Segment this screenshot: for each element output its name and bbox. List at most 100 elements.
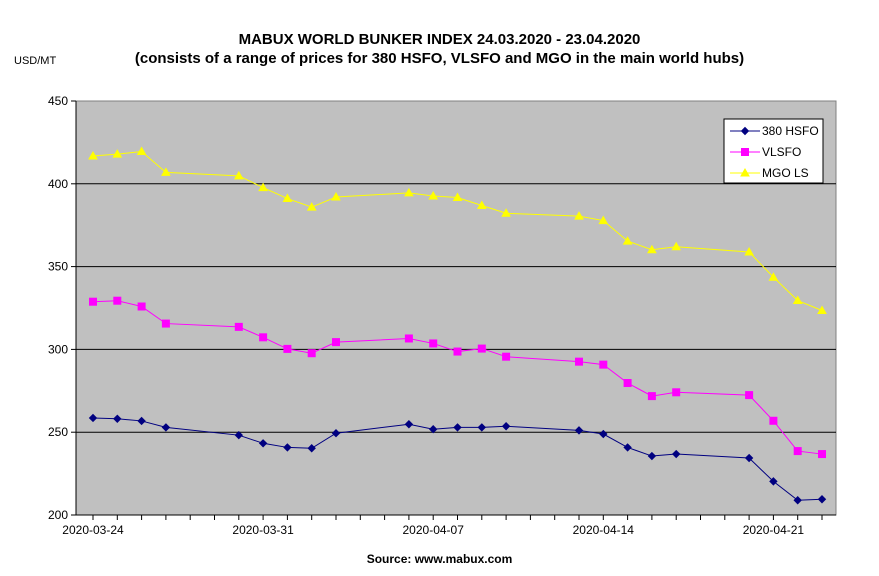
data-point-vlsfo: [793, 447, 802, 456]
legend-label-mgo-ls: MGO LS: [762, 166, 809, 180]
y-tick-label: 400: [48, 177, 68, 191]
data-point-380-hsfo: [234, 430, 244, 440]
x-tick-label: 2020-04-07: [403, 523, 465, 537]
data-point-380-hsfo: [744, 453, 754, 463]
data-point-mgo-ls: [817, 305, 827, 314]
data-point-380-hsfo: [283, 443, 292, 452]
x-tick-label: 2020-04-14: [573, 523, 635, 537]
data-point-380-hsfo: [769, 477, 778, 486]
data-point-380-hsfo: [404, 420, 414, 429]
data-point-vlsfo: [599, 360, 608, 369]
x-tick-label: 2020-03-24: [62, 523, 124, 537]
data-point-vlsfo: [283, 344, 292, 353]
data-point-mgo-ls: [792, 295, 803, 305]
data-point-vlsfo: [234, 322, 243, 331]
data-point-mgo-ls: [598, 215, 609, 225]
data-point-vlsfo: [453, 347, 462, 356]
data-point-vlsfo: [332, 338, 340, 347]
data-point-mgo-ls: [647, 244, 657, 254]
data-point-380-hsfo: [113, 414, 122, 423]
data-point-mgo-ls: [622, 236, 633, 245]
data-point-vlsfo: [429, 339, 438, 348]
data-point-mgo-ls: [306, 202, 317, 211]
data-point-vlsfo: [89, 297, 97, 306]
data-point-mgo-ls: [671, 241, 682, 251]
data-point-380-hsfo: [817, 495, 827, 504]
data-point-380-hsfo: [671, 449, 681, 459]
y-tick-label: 300: [48, 342, 68, 356]
data-point-mgo-ls: [136, 146, 147, 156]
data-point-mgo-ls: [476, 200, 487, 209]
data-point-380-hsfo: [647, 451, 657, 461]
data-point-vlsfo: [818, 450, 826, 459]
data-point-mgo-ls: [574, 211, 584, 220]
chart-title-main: MABUX WORLD BUNKER INDEX 24.03.2020 - 23…: [238, 31, 641, 48]
data-point-380-hsfo: [331, 428, 341, 438]
data-point-vlsfo: [745, 391, 754, 400]
data-point-mgo-ls: [428, 191, 439, 200]
legend-label-380-hsfo: 380 HSFO: [762, 124, 819, 138]
data-point-vlsfo: [259, 333, 268, 342]
data-point-380-hsfo: [623, 443, 632, 452]
data-point-mgo-ls: [112, 149, 123, 158]
data-point-380-hsfo: [477, 423, 487, 432]
series-group: [88, 146, 827, 505]
series-380-hsfo: [88, 413, 827, 505]
data-point-vlsfo: [769, 416, 778, 425]
data-point-380-hsfo: [574, 426, 584, 435]
data-point-vlsfo: [113, 296, 122, 305]
data-point-vlsfo: [647, 392, 656, 401]
data-point-380-hsfo: [793, 496, 802, 505]
legend-marker-380-hsfo: [740, 126, 750, 136]
data-point-vlsfo: [502, 352, 511, 361]
x-tick-label: 2020-04-21: [743, 523, 805, 537]
data-point-mgo-ls: [331, 192, 341, 201]
data-point-mgo-ls: [744, 247, 754, 256]
data-point-vlsfo: [623, 379, 632, 388]
legend-box: [723, 118, 824, 184]
legend-marker-mgo-ls: [740, 167, 750, 177]
series-vlsfo: [89, 296, 826, 459]
data-point-mgo-ls: [768, 272, 779, 281]
legend: 380 HSFO VLSFO MGO LS: [723, 118, 824, 184]
y-axis-ticks: 200 250 300 350 400 450: [48, 94, 836, 522]
data-point-380-hsfo: [161, 423, 171, 432]
x-tick-label: 2020-03-31: [232, 523, 294, 537]
chart-title: MABUX WORLD BUNKER INDEX 24.03.2020 - 23…: [0, 30, 879, 68]
data-point-380-hsfo: [307, 444, 316, 453]
data-point-380-hsfo: [453, 423, 462, 432]
plot-area: [75, 100, 837, 516]
y-tick-label: 200: [48, 508, 68, 522]
data-point-vlsfo: [477, 344, 486, 353]
data-point-vlsfo: [307, 349, 316, 358]
data-point-380-hsfo: [258, 439, 268, 448]
data-point-mgo-ls: [501, 208, 511, 217]
source-note: Source: www.mabux.com: [366, 552, 513, 566]
data-point-380-hsfo: [137, 416, 146, 426]
data-point-380-hsfo: [599, 429, 608, 439]
data-point-mgo-ls: [233, 170, 244, 180]
data-point-380-hsfo: [501, 422, 511, 431]
data-point-mgo-ls: [452, 192, 463, 202]
data-point-vlsfo: [161, 319, 170, 328]
data-point-380-hsfo: [428, 425, 438, 434]
data-point-mgo-ls: [404, 187, 414, 197]
x-axis-ticks: 2020-03-24 2020-03-31 2020-04-07 2020-04-14…: [62, 515, 823, 537]
legend-label-vlsfo: VLSFO: [762, 145, 801, 159]
data-point-mgo-ls: [161, 167, 171, 176]
y-tick-label: 350: [48, 260, 68, 274]
data-point-vlsfo: [672, 388, 681, 397]
data-point-vlsfo: [137, 302, 146, 311]
data-point-mgo-ls: [88, 150, 98, 160]
y-axis-unit-label: USD/MT: [14, 55, 57, 67]
data-point-vlsfo: [575, 357, 583, 366]
data-point-mgo-ls: [282, 193, 293, 203]
chart-subtitle: (consists of a range of prices for 380 H…: [134, 50, 745, 67]
legend-marker-vlsfo: [741, 148, 749, 156]
y-tick-label: 450: [48, 94, 68, 108]
y-tick-label: 250: [48, 425, 68, 439]
data-point-380-hsfo: [88, 413, 98, 423]
data-point-vlsfo: [404, 334, 413, 343]
data-point-mgo-ls: [258, 182, 268, 192]
